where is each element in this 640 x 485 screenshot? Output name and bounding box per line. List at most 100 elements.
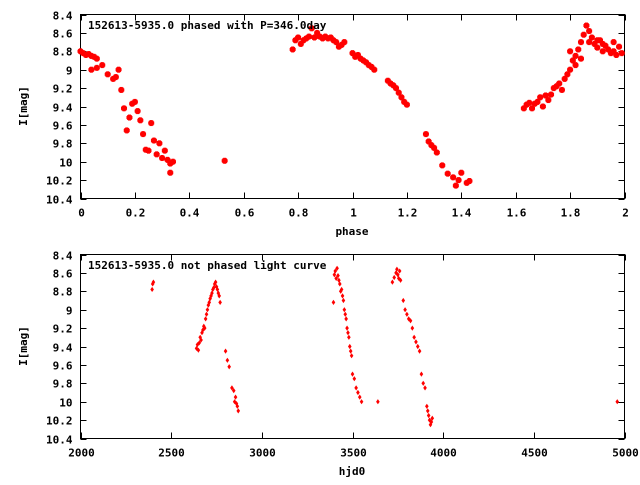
- phased-x-tick-label: 1.8: [561, 207, 581, 220]
- phased-data-point: [403, 101, 410, 108]
- phased-data-point: [115, 66, 122, 73]
- unphased-data-point: [223, 348, 228, 354]
- unphased-data-point: [335, 265, 339, 271]
- unphased-data-point: [421, 380, 426, 386]
- phased-data-point: [567, 48, 574, 55]
- phased-y-tick-label: 8.8: [53, 46, 73, 59]
- phased-data-point: [572, 52, 579, 59]
- unphased-y-axis-label: I[mag]: [17, 326, 30, 366]
- phased-data-point: [545, 97, 552, 104]
- phased-data-point: [548, 91, 555, 98]
- phased-data-point: [537, 94, 544, 101]
- unphased-x-tick-label: 5000: [612, 447, 639, 460]
- unphased-data-point: [235, 403, 240, 409]
- unphased-y-tick-label: 8.6: [53, 268, 73, 281]
- unphased-x-tick-label: 4500: [521, 447, 548, 460]
- phased-y-tick-label: 10: [59, 157, 72, 170]
- phased-x-tick-label: 0.6: [235, 207, 255, 220]
- unphased-data-point: [347, 334, 351, 340]
- phased-data-point: [539, 103, 546, 110]
- unphased-data-point: [234, 400, 239, 407]
- phased-data-point: [121, 105, 128, 112]
- unphased-data-point: [202, 325, 207, 331]
- unphased-data-point: [205, 307, 210, 313]
- unphased-data-point: [426, 412, 431, 419]
- unphased-data-point: [398, 277, 403, 283]
- phased-plot-frame: [80, 14, 625, 199]
- phased-x-tick-label: 2: [622, 207, 629, 220]
- unphased-data-point: [341, 297, 346, 304]
- phased-data-point: [289, 46, 296, 53]
- unphased-data-point: [340, 293, 345, 299]
- phased-chart-title: 152613-5935.0 phased with P=346.0day: [88, 19, 327, 32]
- phased-data-point: [88, 66, 95, 73]
- unphased-data-point: [427, 417, 432, 423]
- unphased-data-point: [406, 316, 411, 322]
- phased-data-point: [93, 64, 100, 71]
- phased-x-tick-label: 1.2: [398, 207, 418, 220]
- unphased-data-point: [359, 399, 364, 405]
- unphased-data-point: [425, 403, 429, 409]
- unphased-data-point: [203, 316, 208, 322]
- phased-data-point: [134, 108, 141, 115]
- phased-data-point: [444, 170, 451, 177]
- unphased-data-point: [151, 279, 156, 285]
- unphased-data-point: [349, 353, 354, 359]
- phased-data-point: [567, 66, 574, 73]
- phased-x-tick-label: 1.6: [507, 207, 527, 220]
- phased-data-point: [295, 34, 302, 41]
- phased-data-point: [123, 127, 130, 134]
- unphased-data-point: [425, 408, 430, 414]
- unphased-y-tick-label: 9.6: [53, 360, 73, 373]
- phased-data-point: [167, 169, 174, 176]
- unphased-data-point: [333, 268, 338, 274]
- unphased-data-point: [210, 290, 214, 296]
- phased-chart: 8.4 8.6 8.8 9 9.2 9.4 9.6 9.8 10 10.2 10.4 0 0.2 0.4…: [17, 10, 629, 239]
- phased-data-point: [104, 71, 111, 78]
- unphased-data-point: [339, 286, 344, 293]
- phased-data-point: [580, 31, 587, 38]
- phased-x-ticks: 0 0.2 0.4 0.6 0.8 1 1.2 1.4 1.6 1.8 2: [78, 14, 629, 220]
- phased-data-point: [594, 44, 601, 51]
- unphased-data-point: [347, 343, 352, 350]
- unphased-x-tick-label: 3000: [249, 447, 276, 460]
- phased-data-point: [118, 86, 125, 93]
- phased-data-point: [586, 39, 593, 46]
- phased-data-point: [455, 177, 462, 184]
- phased-data-point: [140, 131, 147, 138]
- phased-data-point: [558, 86, 565, 93]
- phased-x-tick-label: 0: [78, 207, 85, 220]
- unphased-x-axis-label: hjd0: [339, 465, 366, 478]
- phased-data-point: [594, 37, 601, 44]
- phased-y-tick-label: 9.8: [53, 138, 73, 151]
- phased-data-point: [153, 151, 160, 158]
- phased-x-axis-label: phase: [335, 225, 368, 238]
- unphased-data-point: [405, 311, 409, 317]
- unphased-data-point: [403, 307, 407, 313]
- unphased-x-tick-label: 4000: [430, 447, 457, 460]
- unphased-y-tick-label: 9.8: [53, 378, 73, 391]
- unphased-data-point: [395, 266, 399, 272]
- phased-data-point: [169, 158, 176, 165]
- phased-x-tick-label: 0.2: [126, 207, 146, 220]
- phased-data-point: [599, 40, 606, 47]
- phased-y-tick-label: 10.4: [46, 194, 73, 207]
- unphased-data-point: [414, 339, 418, 345]
- phased-points: [77, 22, 625, 189]
- phased-data-point: [613, 51, 620, 58]
- unphased-data-point: [225, 357, 230, 363]
- unphased-data-point: [390, 279, 395, 285]
- phased-data-point: [439, 162, 446, 169]
- unphased-y-tick-label: 10.2: [46, 415, 73, 428]
- phased-data-point: [610, 39, 617, 46]
- phased-data-point: [150, 137, 157, 144]
- unphased-chart: 8.4 8.6 8.8 9 9.2 9.4 9.6 9.8 10 10.2 10.4 2000 250…: [17, 250, 639, 479]
- unphased-plot-frame: [80, 254, 625, 439]
- unphased-data-point: [334, 275, 338, 282]
- unphased-data-point: [345, 325, 349, 331]
- unphased-data-point: [354, 385, 358, 391]
- unphased-chart-title: 152613-5935.0 not phased light curve: [88, 259, 327, 272]
- phased-data-point: [93, 55, 100, 62]
